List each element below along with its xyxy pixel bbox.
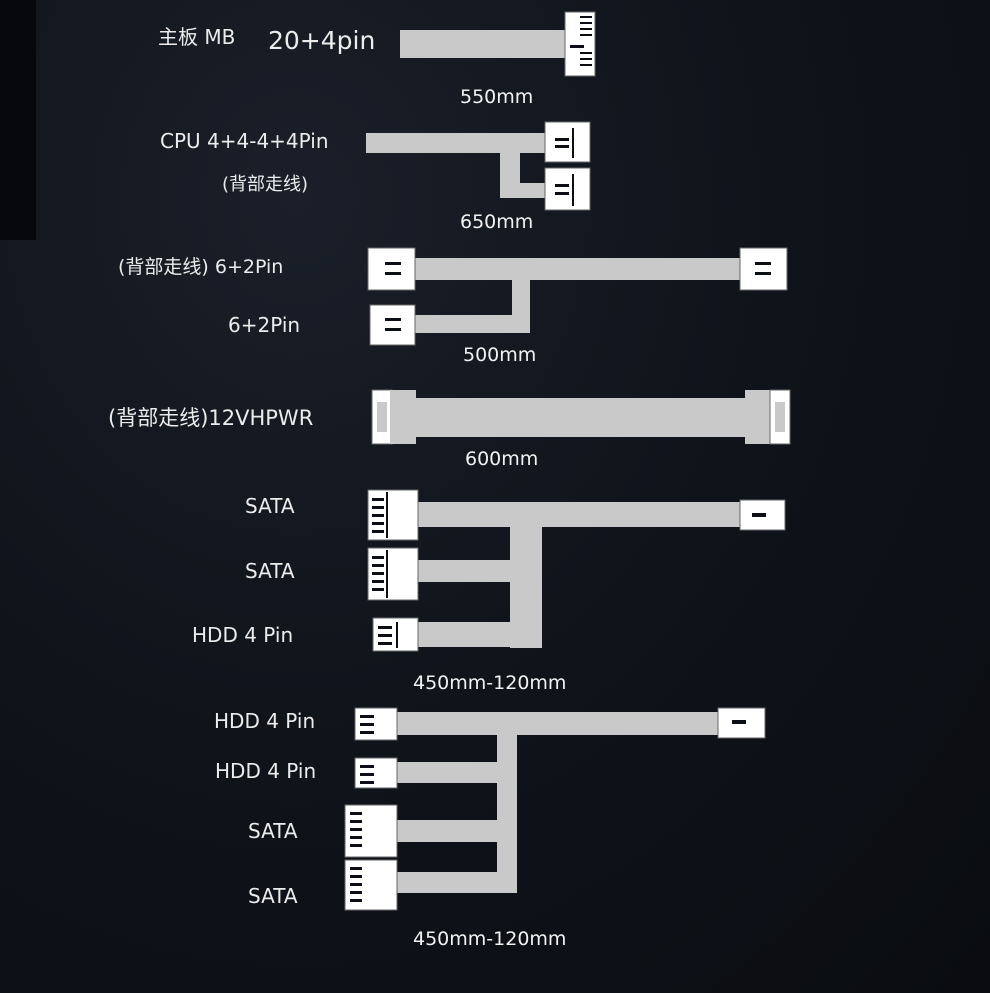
label-sata: SATA: [245, 494, 295, 518]
label-cpu-routing: (背部走线): [222, 174, 309, 195]
length-12vhpwr: 600mm: [465, 448, 539, 470]
length-sata-2: 450mm-120mm: [413, 928, 567, 950]
connector-24pin-icon: [564, 11, 596, 77]
connector-pcie-icon: [369, 304, 416, 346]
connector-pcie-icon: [739, 247, 788, 291]
background-edge: [0, 0, 36, 240]
cable-mb: [400, 11, 596, 77]
label-cpu: CPU 4+4-4+4Pin: [160, 129, 329, 153]
label-pcie-2: 6+2Pin: [228, 313, 301, 337]
length-pcie: 500mm: [463, 344, 537, 366]
connector-pcie-icon: [367, 247, 416, 291]
label-12vhpwr: (背部走线)12VHPWR: [108, 406, 314, 430]
label-mb: 主板 MB: [158, 25, 236, 49]
cable-sata-2: [344, 707, 766, 911]
length-sata-1: 450mm-120mm: [413, 672, 567, 694]
cable-pcie: [367, 247, 788, 346]
label-hdd: HDD 4 Pin: [215, 759, 317, 783]
length-mb: 550mm: [460, 86, 534, 108]
label-hdd: HDD 4 Pin: [192, 623, 294, 647]
label-sata: SATA: [245, 559, 295, 583]
connector-cpu-icon: [544, 167, 591, 211]
label-pcie-1: (背部走线) 6+2Pin: [118, 256, 284, 278]
label-sata: SATA: [248, 819, 298, 843]
cable-sata-1: [367, 489, 786, 652]
label-hdd: HDD 4 Pin: [214, 709, 316, 733]
cable-cpu: [366, 121, 591, 211]
connector-cpu-icon: [544, 121, 591, 163]
length-cpu: 650mm: [460, 211, 534, 233]
cable-12vhpwr: [371, 389, 791, 445]
label-20-4pin: 20+4pin: [268, 26, 376, 55]
label-sata: SATA: [248, 884, 298, 908]
